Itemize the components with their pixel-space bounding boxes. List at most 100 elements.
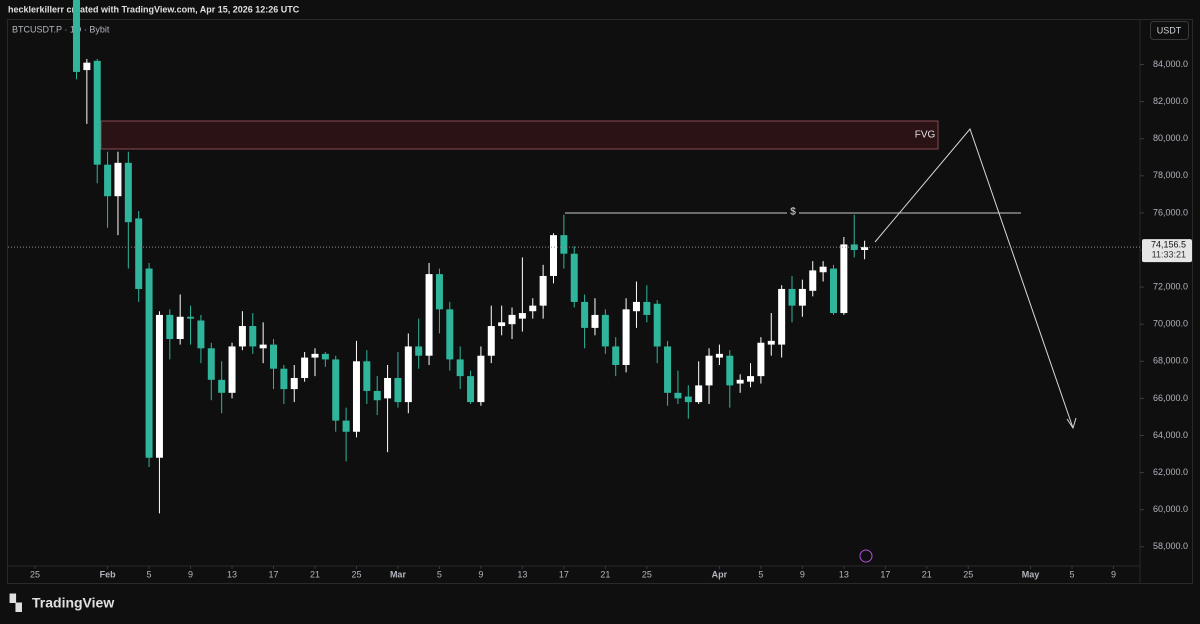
candle-body [332,359,340,421]
candle-body [508,314,516,325]
candle-body [529,305,537,312]
candle-body [643,301,651,315]
candle-body [788,288,796,306]
x-tick-label: 13 [517,569,527,579]
candle-body [695,385,703,403]
candle-body [601,314,609,347]
candle-body [747,376,755,382]
x-tick-label: Feb [100,569,117,579]
candle-body [176,316,184,340]
x-tick-label: 17 [559,569,569,579]
x-tick-label: Apr [712,569,728,579]
candle-body [415,346,423,356]
x-tick-label: 9 [478,569,483,579]
x-tick-label: 17 [880,569,890,579]
x-tick-label: Mar [390,569,407,579]
y-tick-label: 84,000.0 [1153,59,1188,69]
candle-body [384,377,392,399]
candle-body [321,353,329,360]
candle-body [757,342,765,377]
y-tick-label: 78,000.0 [1153,170,1188,180]
candle-body [829,268,837,314]
candle-body [166,314,174,340]
y-tick-label: 62,000.0 [1153,467,1188,477]
y-tick-label: 66,000.0 [1153,393,1188,403]
candle-body [197,320,205,349]
candle-body [861,247,869,250]
candle-body [591,314,599,328]
candle-body [145,268,153,458]
last-price-box [1142,239,1192,263]
candle-body [736,379,744,384]
candle-body [612,346,620,365]
candle-body [373,390,381,401]
candle-body [498,322,506,327]
y-tick-label: 80,000.0 [1153,133,1188,143]
x-tick-label: 5 [147,569,152,579]
candle-body [280,368,288,390]
candle-body [135,218,143,289]
candle-body [487,326,495,356]
x-tick-label: 25 [351,569,361,579]
candle-body [301,357,309,378]
candle-body [456,359,464,377]
x-tick-label: 25 [30,569,40,579]
candle-body [342,420,350,432]
y-tick-label: 72,000.0 [1153,281,1188,291]
candle-body [238,326,246,347]
header-credit: hecklerkillerr created with TradingView.… [8,4,300,14]
x-tick-label: 13 [227,569,237,579]
currency-box[interactable] [1150,21,1189,40]
candle-body [798,288,806,306]
chart-frame [7,19,1193,584]
x-tick-label: 9 [800,569,805,579]
y-tick-label: 64,000.0 [1153,430,1188,440]
x-tick-label: 5 [1069,569,1074,579]
candle-body [622,309,630,365]
liquidity-label-bg [787,206,799,219]
brand-name: TradingView [32,595,114,611]
event-icon[interactable] [859,549,873,563]
candle-body [249,326,257,347]
candle-body [653,303,661,347]
x-tick-label: 5 [437,569,442,579]
y-tick-label: 70,000.0 [1153,319,1188,329]
projection-arrowhead [1066,417,1077,430]
candle-body [715,353,723,358]
candle-body [83,62,91,71]
fvg-label: FVG [915,130,936,141]
x-tick-label: 21 [310,569,320,579]
x-tick-label: May [1022,569,1040,579]
x-tick-label: 9 [1111,569,1116,579]
candle-body [664,346,672,393]
candle-body [352,361,360,432]
candle-body [539,275,547,306]
x-tick-label: 9 [188,569,193,579]
x-tick-label: 21 [922,569,932,579]
candle-body [467,376,475,403]
candle-body [550,235,557,276]
candle-body [93,60,101,165]
candle-body [104,164,112,197]
candle-body [518,313,526,319]
candle-body [114,162,122,197]
y-tick-label: 60,000.0 [1153,504,1188,514]
candle-body [767,340,775,345]
candle-body [726,355,734,386]
candle-body [778,288,786,345]
x-tick-label: 13 [839,569,849,579]
candle-body [394,377,402,403]
candle-body [840,244,848,314]
candle-body [155,314,163,458]
y-tick-label: 76,000.0 [1153,207,1188,217]
candle-body [446,309,454,360]
y-tick-label: 58,000.0 [1153,541,1188,551]
projection-path[interactable] [874,128,1074,429]
fvg-zone[interactable] [100,120,939,150]
currency-label[interactable]: USDT [1157,25,1182,35]
last-price-label: 74,156.5 [1151,239,1186,249]
candle-body [290,377,298,390]
candle-body [72,0,80,72]
